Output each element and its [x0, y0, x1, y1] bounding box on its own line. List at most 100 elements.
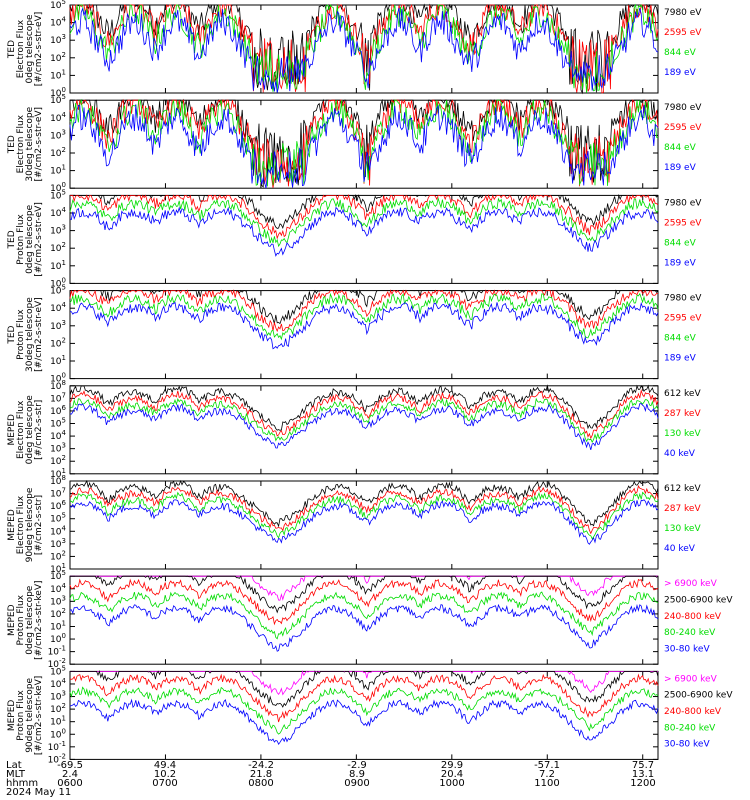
- y-axis-label: TEDProton Flux30deg telescope[#/cm2-s-st…: [7, 297, 44, 372]
- y-tick-label: 102: [50, 607, 66, 620]
- series-line: [69, 389, 659, 440]
- series-line: [69, 301, 659, 350]
- series-line: [69, 7, 659, 93]
- y-tick-label: 103: [50, 442, 66, 455]
- legend-entry: 2595 eV: [664, 218, 702, 228]
- y-tick-label: 106: [50, 404, 66, 417]
- series-line: [69, 384, 659, 431]
- y-tick-label: 102: [50, 241, 66, 254]
- y-tick-label: 100: [50, 632, 66, 645]
- mlt-value: 7.2: [539, 769, 555, 780]
- legend-entry: 130 keV: [664, 524, 701, 534]
- legend-entry: 189 eV: [664, 68, 697, 78]
- footer-label-hhmm: hhmm: [6, 778, 38, 789]
- series-line: [69, 292, 659, 341]
- legend-entry: 2595 eV: [664, 28, 702, 38]
- footer-label-mlt: MLT: [6, 769, 26, 780]
- y-tick-label: 10-1: [48, 740, 66, 753]
- plot-frame: [69, 99, 659, 189]
- series-line: [69, 98, 659, 187]
- legend-entry: 80-240 keV: [664, 723, 716, 733]
- y-tick-label: 103: [50, 537, 66, 550]
- legend-entry: > 6900 keV: [664, 579, 718, 589]
- series-line: [69, 206, 659, 257]
- plot-frame: [69, 480, 659, 570]
- hhmm-value: 0900: [344, 778, 369, 789]
- legend-entry: 844 eV: [664, 143, 697, 153]
- y-tick-label: 103: [50, 128, 66, 141]
- y-tick-label: 101: [50, 259, 66, 272]
- y-tick-label: 102: [50, 454, 66, 467]
- legend-entry: 2595 eV: [664, 314, 702, 324]
- hhmm-value: 0600: [57, 778, 82, 789]
- y-tick-label: 102: [50, 702, 66, 715]
- y-tick-label: 107: [50, 487, 66, 500]
- legend-entry: 7980 eV: [664, 294, 702, 304]
- y-tick-label: 10-1: [48, 645, 66, 658]
- legend-entry: 189 eV: [664, 163, 697, 173]
- lat-value: 49.4: [154, 760, 176, 771]
- legend-entry: 40 keV: [664, 449, 696, 459]
- series-line: [69, 578, 659, 626]
- series-line: [69, 397, 659, 443]
- plot-frame: [69, 385, 659, 475]
- legend-entry: 240-800 keV: [664, 707, 722, 717]
- plot-frame: [69, 4, 659, 94]
- y-tick-label: 105: [50, 512, 66, 525]
- series-line: [69, 698, 659, 745]
- y-tick-label: 104: [50, 206, 66, 219]
- y-axis-label: MEPEDElectron Flux0deg telescope[#/cm2-s…: [7, 395, 44, 465]
- legend-entry: 7980 eV: [664, 8, 702, 18]
- y-tick-label: 105: [50, 417, 66, 430]
- y-tick-label: 101: [50, 619, 66, 632]
- legend-entry: 612 keV: [664, 389, 701, 399]
- hhmm-value: 0700: [152, 778, 177, 789]
- legend-entry: 189 eV: [664, 258, 697, 268]
- y-tick-label: 103: [50, 319, 66, 332]
- series-line: [69, 686, 659, 735]
- legend-entry: 130 keV: [664, 429, 701, 439]
- footer-label-lat: Lat: [6, 760, 22, 771]
- y-tick-label: 100: [50, 727, 66, 740]
- y-tick-label: 104: [50, 582, 66, 595]
- series-line: [69, 499, 659, 545]
- series-line: [69, 3, 659, 93]
- y-tick-label: 103: [50, 224, 66, 237]
- legend-entry: 2595 eV: [664, 123, 702, 133]
- series-line: [70, 575, 659, 614]
- y-tick-label: 103: [50, 690, 66, 703]
- y-tick-label: 102: [50, 146, 66, 159]
- lat-value: -2.9: [347, 760, 367, 771]
- footer-ephemeris: Lat MLT hhmm 2024 May 11 -69.5 49.4 -24.…: [6, 760, 656, 798]
- series-line: [69, 673, 659, 723]
- series-line: [69, 484, 659, 535]
- lat-value: 75.7: [632, 760, 654, 771]
- y-tick-label: 102: [50, 549, 66, 562]
- lat-value: -24.2: [248, 760, 274, 771]
- series-line: [69, 104, 659, 189]
- legend-entry: 612 keV: [664, 484, 701, 494]
- series-line: [70, 98, 659, 188]
- lat-value: -57.1: [534, 760, 560, 771]
- y-tick-label: 104: [50, 16, 66, 29]
- y-axis-label: MEPEDProton Flux90deg telescope[#/cm2-s-…: [7, 676, 44, 755]
- y-tick-label: 103: [50, 33, 66, 46]
- legend-entry: 844 eV: [664, 334, 697, 344]
- hhmm-value: 1100: [534, 778, 559, 789]
- y-axis-label: TEDProton Flux0deg telescope[#/cm2-s-str…: [7, 202, 44, 277]
- mlt-value: 13.1: [632, 769, 654, 780]
- series-line: [69, 3, 659, 94]
- hhmm-value: 0800: [248, 778, 273, 789]
- y-tick-label: 101: [50, 164, 66, 177]
- series-line: [69, 603, 659, 652]
- series-line: [69, 591, 659, 640]
- series-line: [69, 289, 659, 333]
- legend-entry: 30-80 keV: [664, 644, 710, 654]
- plot-frame: [69, 290, 659, 380]
